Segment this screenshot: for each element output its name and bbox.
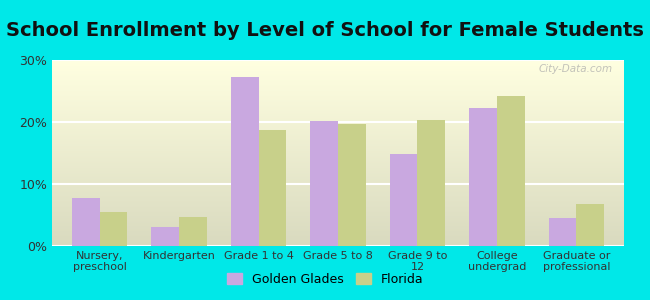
Bar xyxy=(389,154,417,246)
Bar xyxy=(151,227,179,246)
Bar xyxy=(231,77,259,246)
Bar xyxy=(310,121,338,246)
Text: School Enrollment by Level of School for Female Students: School Enrollment by Level of School for… xyxy=(6,21,644,40)
Bar xyxy=(549,218,577,246)
Legend: Golden Glades, Florida: Golden Glades, Florida xyxy=(222,268,428,291)
Bar xyxy=(259,130,287,246)
Bar xyxy=(179,217,207,246)
Bar xyxy=(338,124,366,246)
Bar xyxy=(417,120,445,246)
Bar xyxy=(99,212,127,246)
Bar xyxy=(72,198,99,246)
Text: City-Data.com: City-Data.com xyxy=(538,64,612,74)
Bar xyxy=(497,96,525,246)
Bar xyxy=(469,108,497,246)
Bar xyxy=(577,205,604,246)
